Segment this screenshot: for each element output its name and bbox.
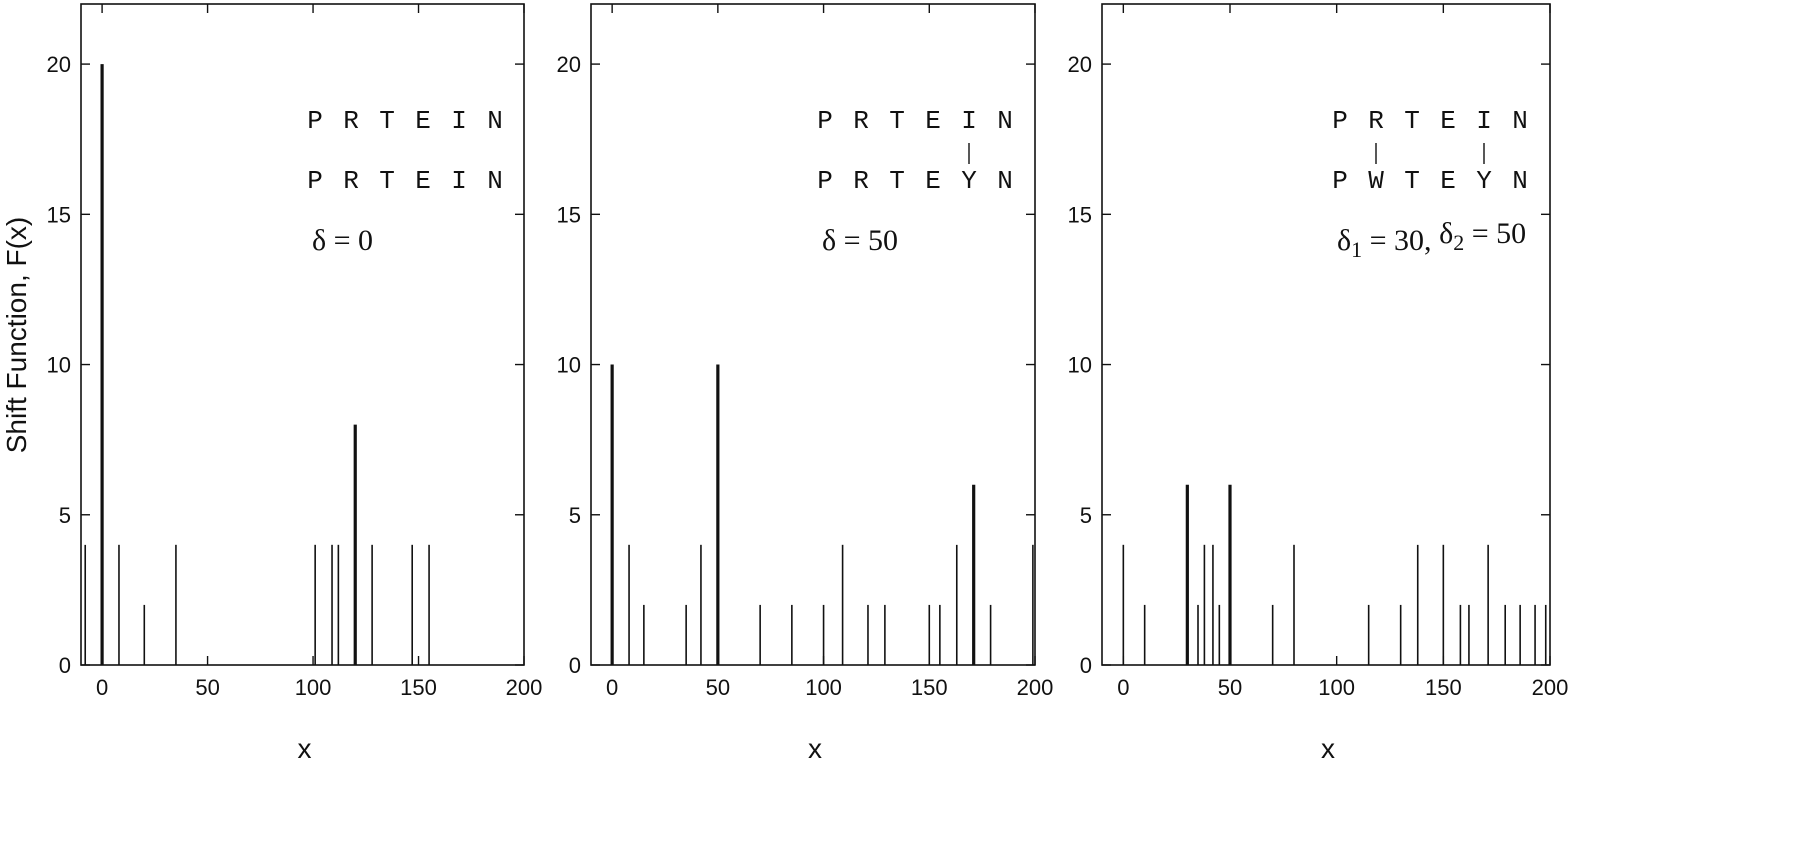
- plot-frame: [80, 3, 525, 666]
- plot-frame: [590, 3, 1036, 666]
- x-tick-label: 100: [295, 675, 332, 700]
- y-tick-label: 0: [59, 653, 71, 678]
- y-tick-label: 15: [557, 202, 581, 227]
- sequence-2-letter: P: [307, 166, 323, 196]
- y-tick-label: 10: [47, 353, 71, 378]
- x-axis-label: x: [298, 733, 312, 764]
- sequence-1-letter: T: [379, 106, 395, 136]
- sequence-1-letter: N: [997, 106, 1013, 136]
- x-tick-label: 150: [400, 675, 437, 700]
- delta-text: = 30,: [1362, 224, 1439, 257]
- sequence-1-letter: T: [1404, 106, 1420, 136]
- sequence-1-letter: I: [1476, 106, 1492, 136]
- sequence-1-letter: N: [487, 106, 503, 136]
- delta-text: = 50: [1464, 217, 1526, 250]
- delta-label: δ1 = 30, δ2 = 50: [1337, 217, 1526, 262]
- sequence-2-letter: P: [1332, 166, 1348, 196]
- y-tick-label: 20: [1068, 52, 1092, 77]
- sequence-1-letter: R: [853, 106, 869, 136]
- x-tick-label: 150: [1425, 675, 1462, 700]
- sequence-1-letter: I: [451, 106, 467, 136]
- x-tick-label: 0: [1117, 675, 1129, 700]
- sequence-2-letter: E: [415, 166, 431, 196]
- y-tick-label: 5: [59, 503, 71, 528]
- x-tick-label: 50: [706, 675, 730, 700]
- sequence-1-letter: R: [1368, 106, 1384, 136]
- x-tick-label: 100: [1318, 675, 1355, 700]
- sequence-1-letter: P: [307, 106, 323, 136]
- sequence-1-letter: E: [925, 106, 941, 136]
- sequence-2-letter: N: [1512, 166, 1528, 196]
- y-tick-label: 20: [557, 52, 581, 77]
- sequence-1-letter: I: [961, 106, 977, 136]
- sequence-1-letter: N: [1512, 106, 1528, 136]
- sequence-2-letter: E: [925, 166, 941, 196]
- y-axis-label: Shift Function, F(x): [1, 217, 32, 454]
- sequence-1-letter: R: [343, 106, 359, 136]
- sequence-2-letter: R: [343, 166, 359, 196]
- y-tick-label: 15: [47, 202, 71, 227]
- y-tick-label: 5: [569, 503, 581, 528]
- delta-subscript: 1: [1351, 237, 1362, 262]
- plot-frame: [1101, 3, 1551, 666]
- sequence-2-letter: T: [379, 166, 395, 196]
- sequence-2-letter: N: [997, 166, 1013, 196]
- sequence-2-letter: T: [889, 166, 905, 196]
- y-tick-label: 0: [569, 653, 581, 678]
- sequence-2-letter: N: [487, 166, 503, 196]
- delta-label: δ = 50: [822, 224, 898, 257]
- sequence-1-letter: E: [415, 106, 431, 136]
- delta-text: δ: [1337, 224, 1351, 257]
- sequence-2-letter: W: [1368, 166, 1384, 196]
- sequence-2-letter: I: [451, 166, 467, 196]
- sequence-2-letter: Y: [1476, 166, 1492, 196]
- x-tick-label: 0: [96, 675, 108, 700]
- y-tick-label: 20: [47, 52, 71, 77]
- sequence-2-letter: R: [853, 166, 869, 196]
- sequence-2-letter: E: [1440, 166, 1456, 196]
- x-tick-label: 50: [195, 675, 219, 700]
- delta-label: δ = 0: [312, 224, 373, 257]
- x-tick-label: 50: [1218, 675, 1242, 700]
- x-tick-label: 200: [506, 675, 543, 700]
- y-tick-label: 5: [1080, 503, 1092, 528]
- sequence-1-letter: P: [817, 106, 833, 136]
- y-tick-label: 0: [1080, 653, 1092, 678]
- sequence-1-letter: P: [1332, 106, 1348, 136]
- sequence-1-letter: E: [1440, 106, 1456, 136]
- x-tick-label: 200: [1017, 675, 1054, 700]
- y-tick-label: 10: [1068, 353, 1092, 378]
- sequence-2-letter: T: [1404, 166, 1420, 196]
- x-tick-label: 150: [911, 675, 948, 700]
- sequence-2-letter: P: [817, 166, 833, 196]
- y-tick-label: 10: [557, 353, 581, 378]
- x-axis-label: x: [808, 733, 822, 764]
- x-axis-label: x: [1321, 733, 1335, 764]
- sequence-2-letter: Y: [961, 166, 977, 196]
- x-tick-label: 0: [606, 675, 618, 700]
- x-tick-label: 100: [805, 675, 842, 700]
- sequence-1-letter: T: [889, 106, 905, 136]
- x-tick-label: 200: [1532, 675, 1569, 700]
- delta-text: δ: [1439, 217, 1453, 250]
- y-tick-label: 15: [1068, 202, 1092, 227]
- delta-subscript: 2: [1453, 230, 1464, 255]
